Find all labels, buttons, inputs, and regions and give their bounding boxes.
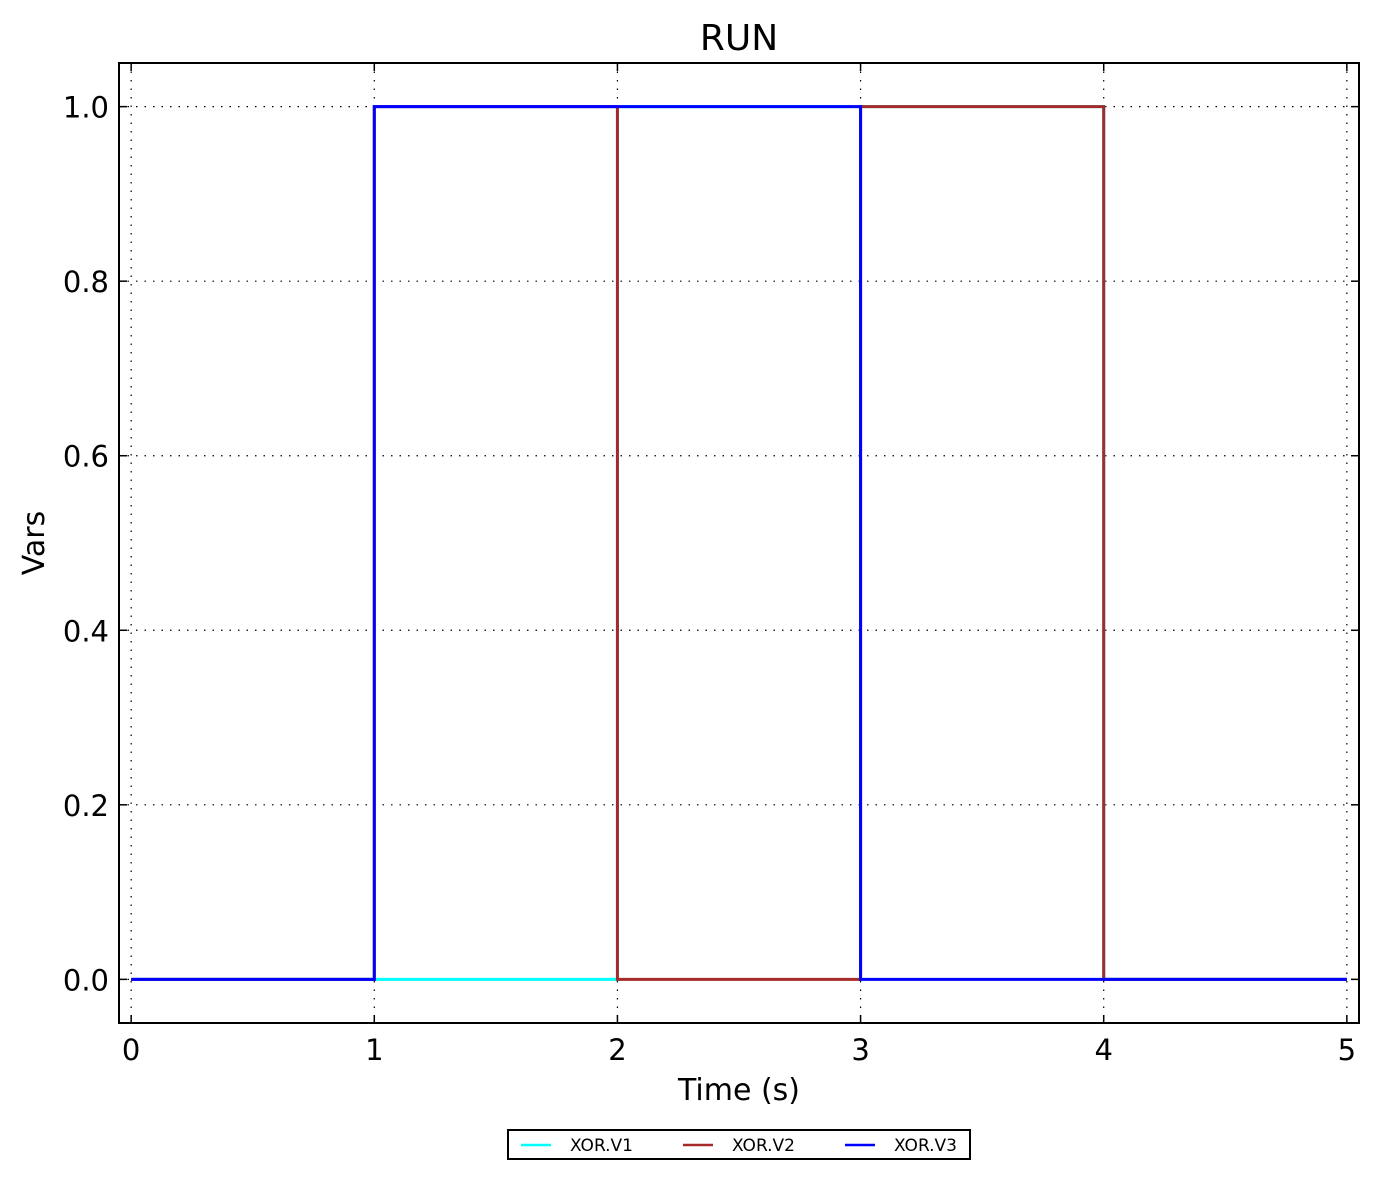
series-line-xor-v1 (131, 105, 1347, 981)
series-line-xor-v3 (131, 105, 1347, 981)
chart-title: RUN (700, 18, 778, 59)
x-tick-label: 2 (608, 1033, 626, 1067)
series-line-xor-v2 (131, 105, 1347, 981)
legend: XOR.V1 XOR.V2 XOR.V3 (507, 1129, 971, 1160)
series-lines (131, 105, 1347, 981)
y-tick-label: 1.0 (63, 91, 109, 125)
x-tick-label: 1 (365, 1033, 383, 1067)
x-tick-label: 5 (1338, 1033, 1356, 1067)
x-axis-label: Time (s) (677, 1073, 800, 1108)
plot-frame (118, 62, 1360, 1024)
legend-label: XOR.V2 (732, 1136, 795, 1156)
y-tick-label: 0.8 (63, 265, 109, 299)
x-tick-label: 4 (1094, 1033, 1112, 1067)
y-tick-label: 0.0 (63, 963, 109, 997)
x-tick-label: 3 (851, 1033, 869, 1067)
y-axis-label: Vars (17, 511, 52, 576)
grid (119, 63, 1359, 1023)
y-tick-label: 0.2 (63, 789, 109, 823)
x-tick-label: 0 (122, 1033, 140, 1067)
legend-label: XOR.V3 (894, 1136, 957, 1156)
legend-label: XOR.V1 (570, 1136, 633, 1156)
y-tick-label: 0.6 (63, 440, 109, 474)
y-tick-label: 0.4 (63, 614, 109, 648)
legend-box (507, 1129, 971, 1160)
ticks: 0 1 2 3 4 5 0.0 0.2 0.4 0.6 0.8 1.0 (63, 63, 1359, 1067)
